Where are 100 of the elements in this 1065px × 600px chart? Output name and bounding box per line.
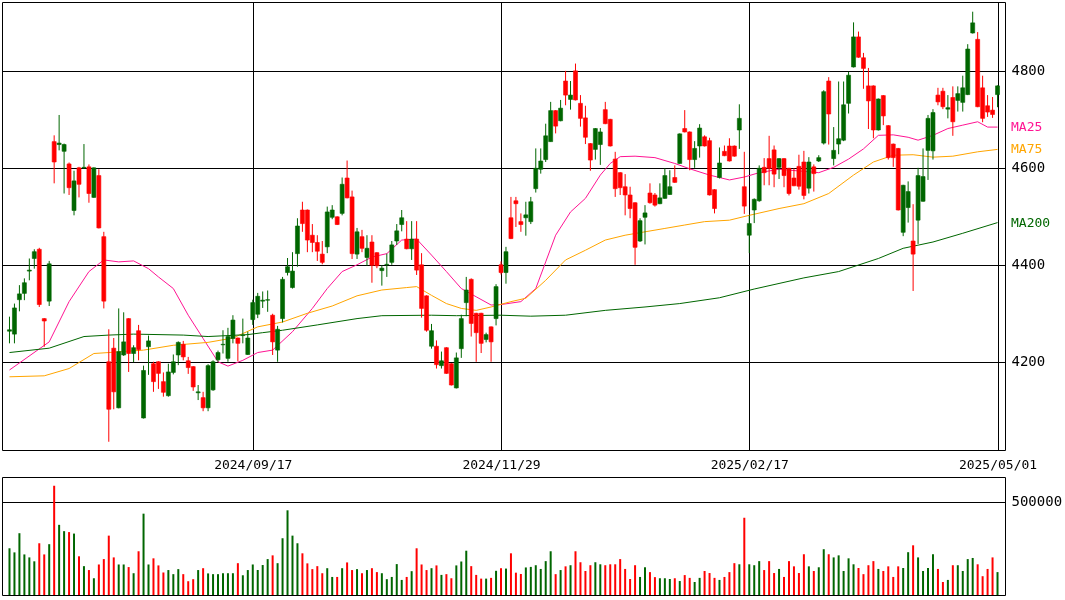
- bar: [385, 579, 388, 595]
- bar: [241, 575, 244, 595]
- bar: [683, 575, 686, 595]
- bar: [763, 570, 766, 595]
- bar: [976, 564, 979, 595]
- bar: [981, 576, 984, 595]
- candlestick: [394, 223, 400, 246]
- bar: [961, 570, 964, 595]
- y-tick-label: 500000: [1011, 493, 1063, 510]
- bar: [236, 563, 239, 595]
- bar: [728, 572, 731, 595]
- bar: [122, 564, 125, 595]
- bar: [137, 551, 140, 595]
- bar: [147, 564, 150, 595]
- bar: [877, 568, 880, 595]
- bar: [361, 573, 363, 595]
- bar: [956, 565, 959, 595]
- x-tick-label: 2024/09/17: [214, 456, 293, 472]
- bar: [475, 574, 478, 595]
- candlestick: [970, 11, 975, 35]
- bar: [251, 564, 254, 595]
- candlestick: [697, 123, 702, 159]
- bar: [792, 566, 795, 595]
- candlestick: [364, 234, 370, 267]
- x-tick-label: 2025/05/01: [958, 456, 1038, 472]
- bar: [182, 574, 185, 595]
- bar: [589, 565, 592, 595]
- bar: [132, 573, 135, 595]
- bar: [207, 573, 210, 595]
- bar: [927, 568, 930, 595]
- bar: [177, 569, 180, 595]
- bar: [465, 550, 468, 595]
- bar: [663, 578, 666, 595]
- candlestick: [404, 220, 409, 250]
- bar: [971, 557, 974, 595]
- bar: [365, 570, 368, 595]
- candlestick: [533, 147, 539, 194]
- bar: [341, 568, 344, 595]
- bar: [802, 554, 805, 595]
- bar: [445, 574, 448, 595]
- bar: [529, 566, 532, 595]
- candlestick: [354, 227, 360, 260]
- bar: [212, 574, 215, 595]
- bar: [410, 571, 413, 595]
- bar: [326, 568, 329, 595]
- bar: [539, 568, 542, 595]
- bar: [485, 578, 488, 595]
- bar: [504, 568, 507, 595]
- bar: [420, 564, 423, 595]
- bar: [708, 573, 711, 595]
- bar: [688, 577, 691, 595]
- bar: [941, 581, 944, 595]
- bar: [370, 568, 373, 595]
- bar: [867, 565, 870, 595]
- candlestick: [955, 85, 961, 113]
- bar: [58, 524, 61, 595]
- bar: [117, 564, 120, 595]
- bar: [907, 552, 910, 595]
- y-tick-label: 4200: [1011, 353, 1046, 370]
- bar: [658, 578, 661, 595]
- bar: [554, 574, 557, 595]
- candlestick: [51, 134, 57, 184]
- bar: [822, 549, 825, 595]
- bar: [609, 564, 612, 595]
- bar: [991, 557, 994, 595]
- bar: [48, 544, 51, 595]
- bar: [197, 570, 200, 595]
- candlestick: [200, 391, 206, 412]
- bar: [936, 568, 939, 595]
- bar: [43, 554, 46, 595]
- bar: [77, 556, 80, 595]
- bar: [162, 572, 165, 595]
- bar: [534, 565, 537, 595]
- bar: [559, 570, 562, 595]
- bar: [460, 561, 463, 595]
- bar: [579, 562, 582, 595]
- bar: [380, 573, 383, 595]
- bar: [400, 579, 403, 595]
- bar: [246, 570, 249, 595]
- bar: [678, 581, 681, 595]
- candlestick: [250, 299, 256, 326]
- candlestick: [503, 246, 509, 285]
- candlestick: [161, 371, 166, 398]
- bar: [395, 564, 398, 595]
- candlestick: [742, 151, 747, 215]
- bar: [480, 578, 483, 595]
- candlestick: [463, 276, 469, 317]
- bar: [524, 567, 527, 595]
- bar: [226, 573, 229, 595]
- series-label: MA25: [1011, 119, 1043, 135]
- bar: [966, 559, 969, 595]
- bar: [261, 565, 264, 595]
- candlestick: [488, 325, 494, 363]
- bar: [167, 570, 170, 595]
- bar: [862, 574, 865, 595]
- y-tick-label: 4400: [1011, 256, 1046, 273]
- y-tick-label: 4800: [1011, 62, 1046, 79]
- bar: [986, 568, 989, 595]
- bar: [718, 579, 721, 595]
- bar: [639, 576, 642, 595]
